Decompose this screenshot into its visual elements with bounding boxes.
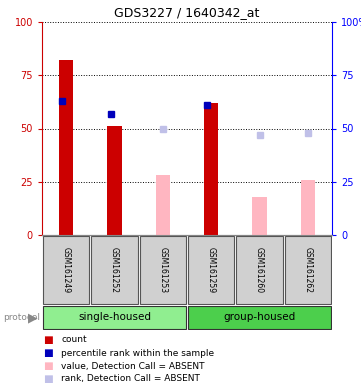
- Bar: [43, 306, 186, 329]
- Text: ■: ■: [43, 348, 53, 358]
- Bar: [59, 60, 73, 235]
- Bar: [188, 237, 234, 304]
- Text: ■: ■: [43, 374, 53, 384]
- Text: group-housed: group-housed: [223, 313, 296, 323]
- Text: GSM161260: GSM161260: [255, 247, 264, 293]
- Bar: [156, 175, 170, 235]
- Bar: [236, 237, 283, 304]
- Text: ▶: ▶: [27, 311, 37, 324]
- Bar: [107, 126, 122, 235]
- Text: protocol: protocol: [4, 313, 40, 322]
- Bar: [91, 237, 138, 304]
- Text: ■: ■: [43, 335, 53, 345]
- Bar: [252, 197, 267, 235]
- Bar: [301, 180, 315, 235]
- Text: ■: ■: [43, 361, 53, 371]
- Bar: [43, 237, 90, 304]
- Text: rank, Detection Call = ABSENT: rank, Detection Call = ABSENT: [61, 374, 200, 384]
- Title: GDS3227 / 1640342_at: GDS3227 / 1640342_at: [114, 7, 260, 20]
- Text: count: count: [61, 336, 87, 344]
- Bar: [204, 103, 218, 235]
- Bar: [140, 237, 186, 304]
- Text: value, Detection Call = ABSENT: value, Detection Call = ABSENT: [61, 361, 205, 371]
- Text: GSM161262: GSM161262: [303, 247, 312, 293]
- Text: GSM161252: GSM161252: [110, 247, 119, 293]
- Bar: [284, 237, 331, 304]
- Bar: [188, 306, 331, 329]
- Text: GSM161249: GSM161249: [62, 247, 71, 293]
- Text: GSM161253: GSM161253: [158, 247, 168, 293]
- Text: GSM161259: GSM161259: [206, 247, 216, 293]
- Text: single-housed: single-housed: [78, 313, 151, 323]
- Text: percentile rank within the sample: percentile rank within the sample: [61, 349, 214, 358]
